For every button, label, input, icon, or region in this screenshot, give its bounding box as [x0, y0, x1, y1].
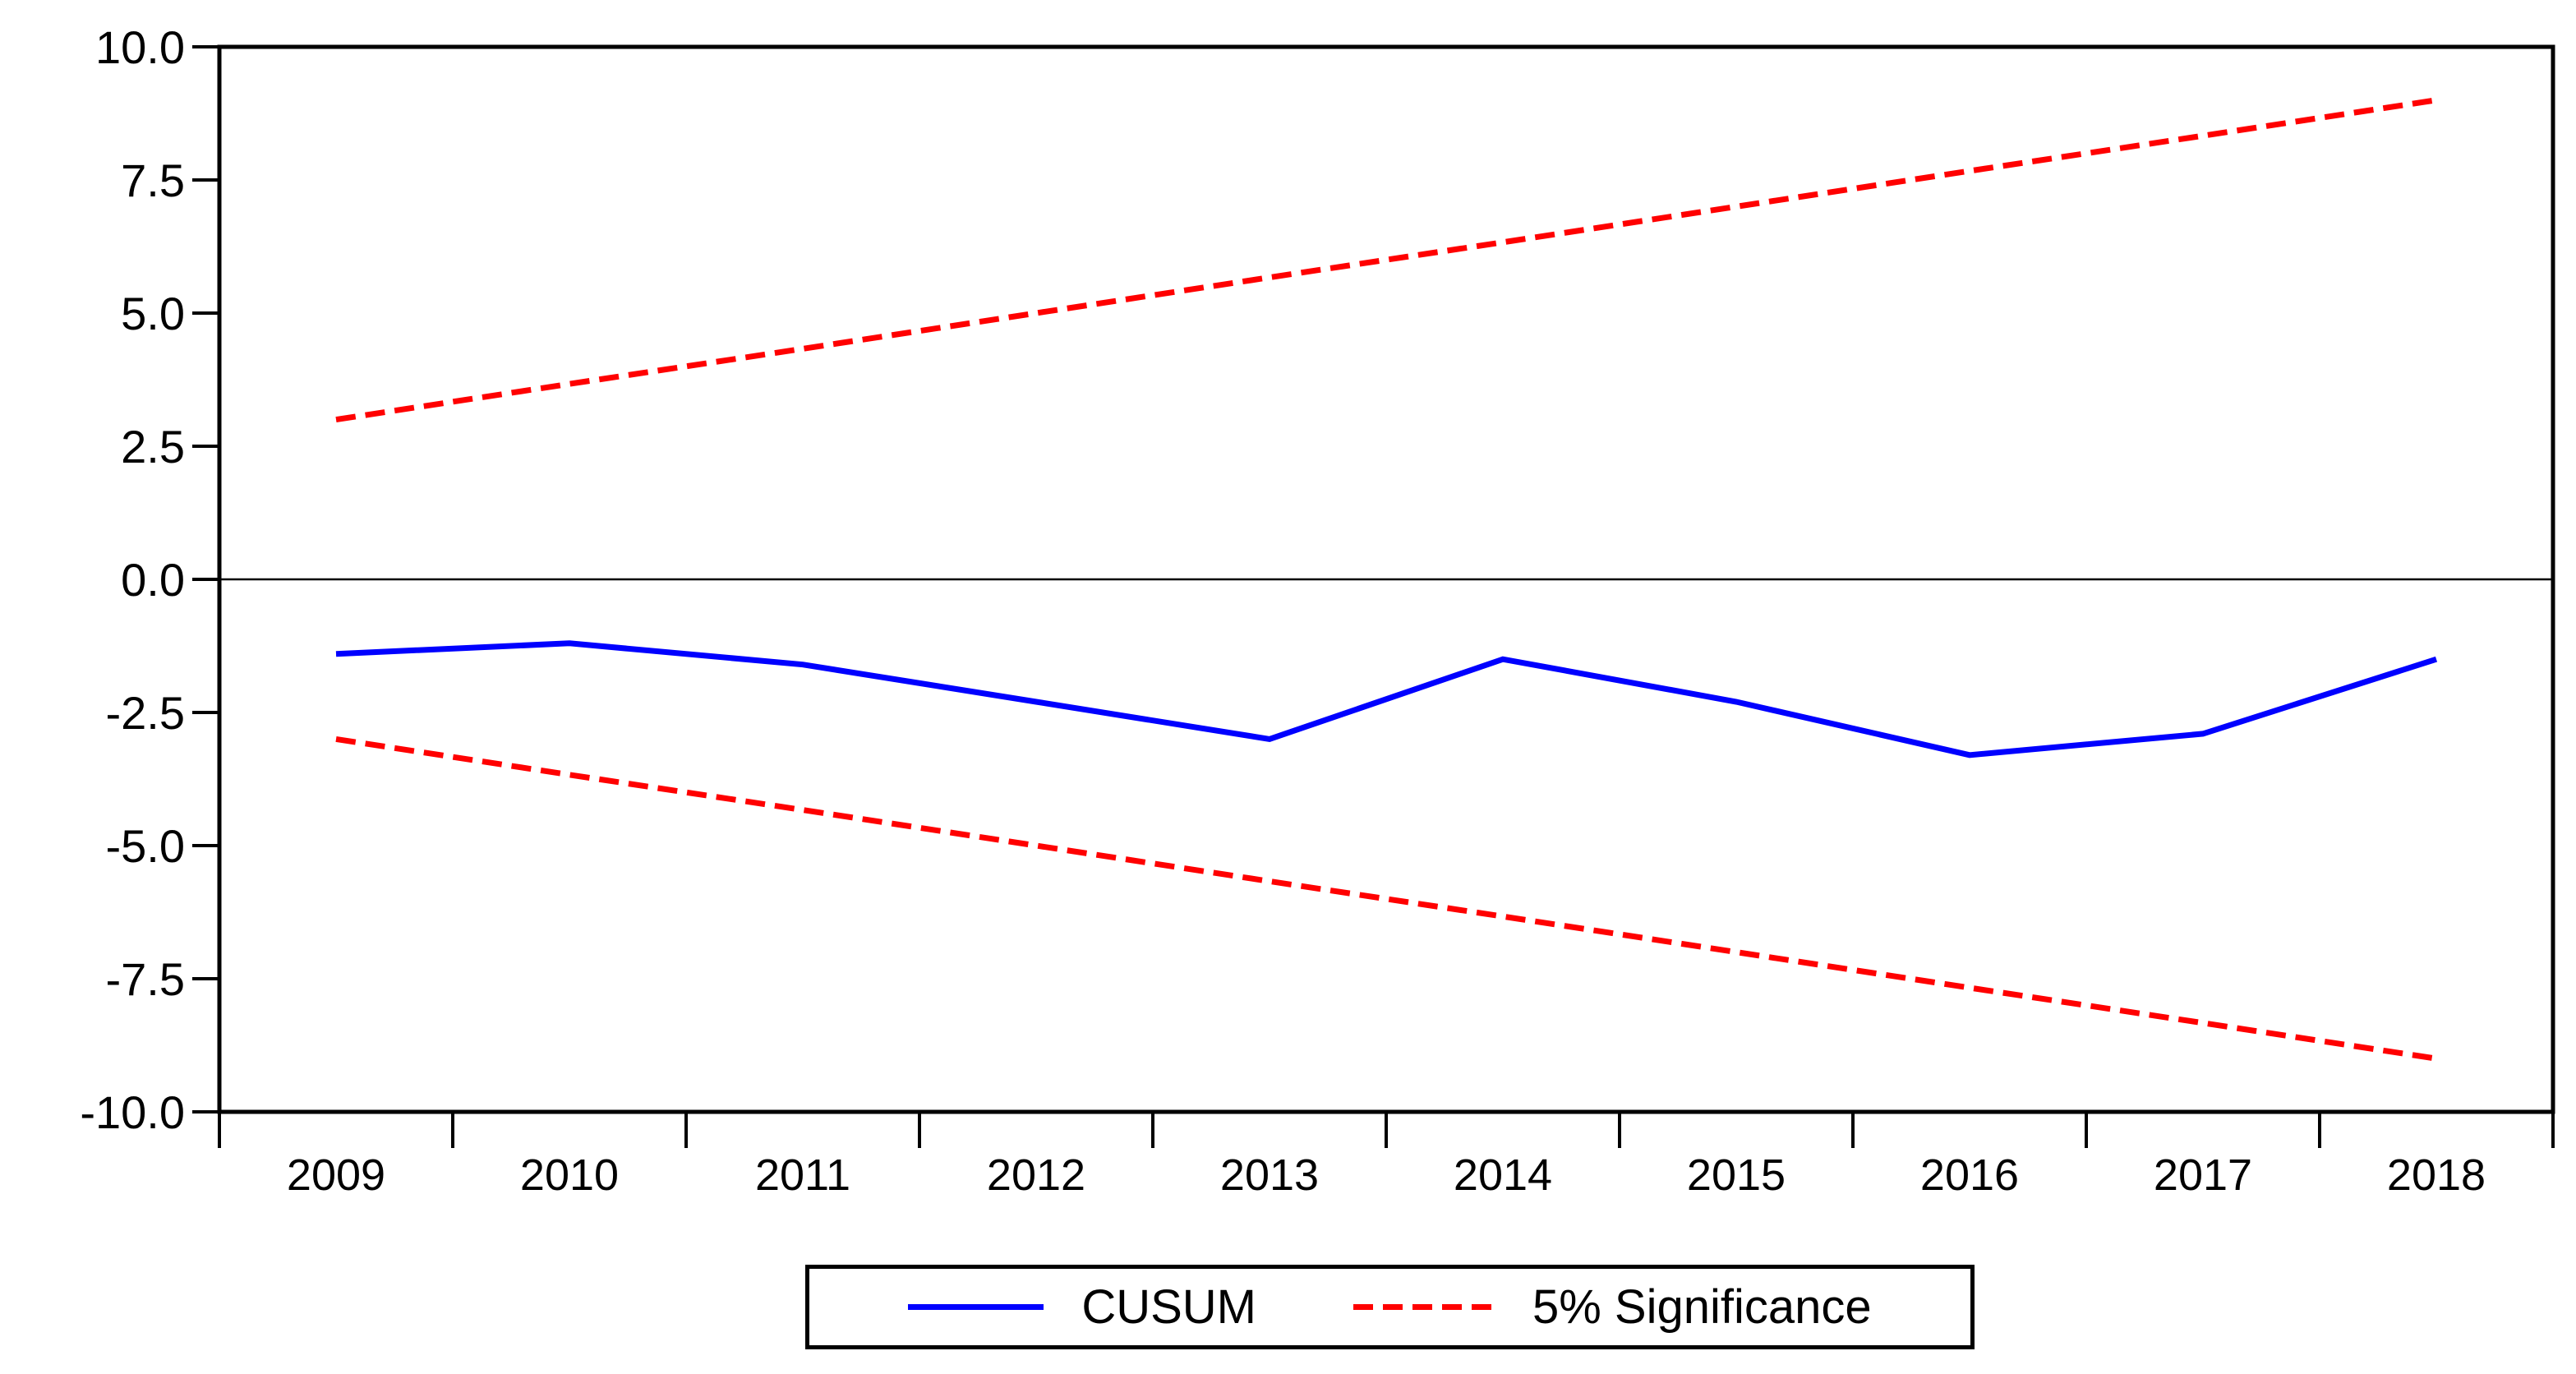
y-axis-tick-label: -10.0 [80, 1086, 185, 1138]
x-axis-year-label: 2012 [987, 1150, 1085, 1200]
x-axis-year-label: 2013 [1220, 1150, 1319, 1200]
x-axis-year-label: 2016 [1920, 1150, 2019, 1200]
y-axis-tick-label: 2.5 [121, 421, 185, 473]
cusum-line [335, 640, 2438, 758]
y-axis-tick-label: 10.0 [95, 21, 185, 73]
x-axis-year-label: 2015 [1687, 1150, 1786, 1200]
legend-item-significance: 5% Significance [1353, 1279, 1872, 1335]
x-axis-year-label: 2011 [755, 1150, 850, 1200]
y-axis-tick-label: -7.5 [106, 953, 186, 1005]
legend-label-significance: 5% Significance [1532, 1280, 1872, 1334]
chart-legend: CUSUM 5% Significance [805, 1265, 1975, 1349]
x-axis-year-label: 2014 [1454, 1150, 1552, 1200]
y-axis-tick-label: 7.5 [121, 154, 185, 206]
y-axis-tick-label: -2.5 [106, 687, 186, 739]
significance-line-sample-icon [1353, 1304, 1495, 1310]
legend-label-cusum: CUSUM [1081, 1280, 1256, 1334]
x-axis-year-label: 2010 [520, 1150, 619, 1200]
x-axis-year-label: 2009 [287, 1150, 385, 1200]
legend-item-cusum: CUSUM [908, 1279, 1256, 1335]
y-axis-tick-label: -5.0 [106, 820, 186, 872]
significance-upper-line [335, 97, 2437, 423]
y-axis-tick-label: 0.0 [121, 554, 185, 606]
y-axis-tick-label: 5.0 [121, 288, 185, 339]
cusum-line-sample-icon [908, 1304, 1044, 1310]
x-axis-year-label: 2017 [2154, 1150, 2252, 1200]
significance-lower-line [335, 735, 2437, 1062]
x-axis-year-label: 2018 [2387, 1150, 2486, 1200]
